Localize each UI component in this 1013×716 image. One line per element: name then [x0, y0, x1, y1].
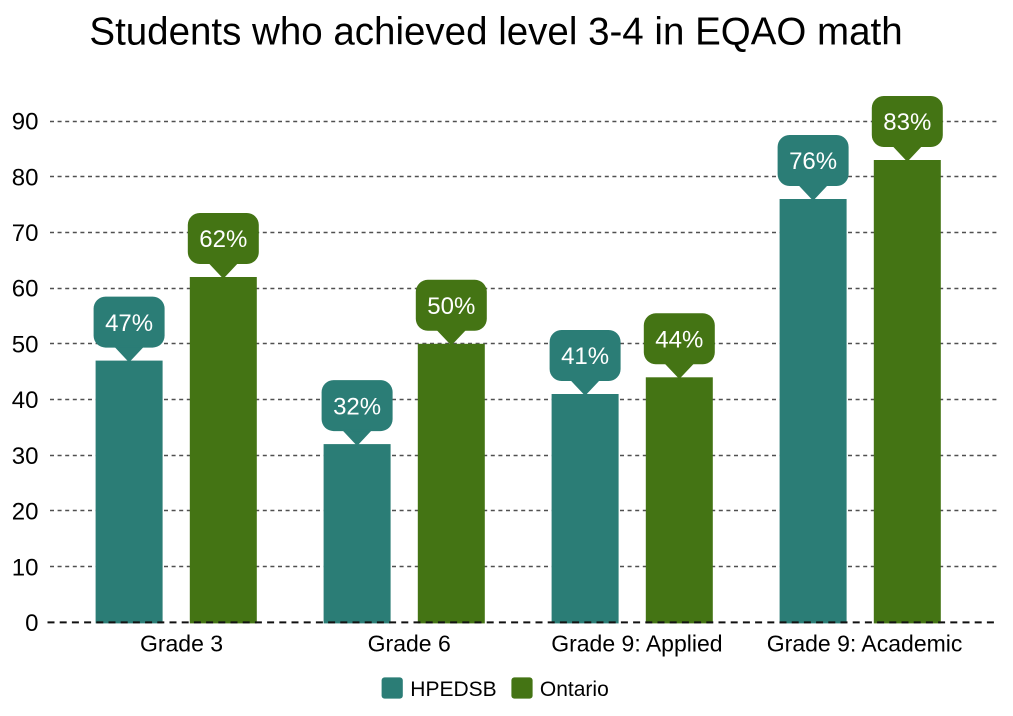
svg-text:Students who achieved level 3-: Students who achieved level 3-4 in EQAO …: [89, 11, 902, 54]
svg-text:90: 90: [12, 109, 39, 136]
svg-text:Grade 3: Grade 3: [140, 631, 223, 657]
svg-text:HPEDSB: HPEDSB: [410, 678, 496, 701]
svg-text:76%: 76%: [789, 148, 837, 175]
svg-text:0: 0: [25, 610, 38, 637]
svg-text:80: 80: [12, 164, 39, 191]
svg-text:50%: 50%: [427, 293, 475, 320]
svg-text:62%: 62%: [199, 226, 247, 253]
svg-text:Grade 9: Academic: Grade 9: Academic: [767, 631, 963, 657]
svg-text:20: 20: [12, 499, 39, 526]
svg-text:83%: 83%: [883, 109, 931, 136]
svg-text:40: 40: [12, 387, 39, 414]
svg-text:10: 10: [12, 554, 39, 581]
svg-text:41%: 41%: [561, 343, 609, 370]
svg-text:70: 70: [12, 220, 39, 247]
svg-text:Grade 9: Applied: Grade 9: Applied: [551, 631, 722, 657]
svg-text:32%: 32%: [333, 393, 381, 420]
svg-text:Grade 6: Grade 6: [368, 631, 451, 657]
svg-text:47%: 47%: [105, 310, 153, 337]
svg-text:30: 30: [12, 443, 39, 470]
svg-text:60: 60: [12, 276, 39, 303]
svg-text:Ontario: Ontario: [540, 678, 609, 701]
svg-text:50: 50: [12, 331, 39, 358]
svg-text:44%: 44%: [655, 327, 703, 354]
